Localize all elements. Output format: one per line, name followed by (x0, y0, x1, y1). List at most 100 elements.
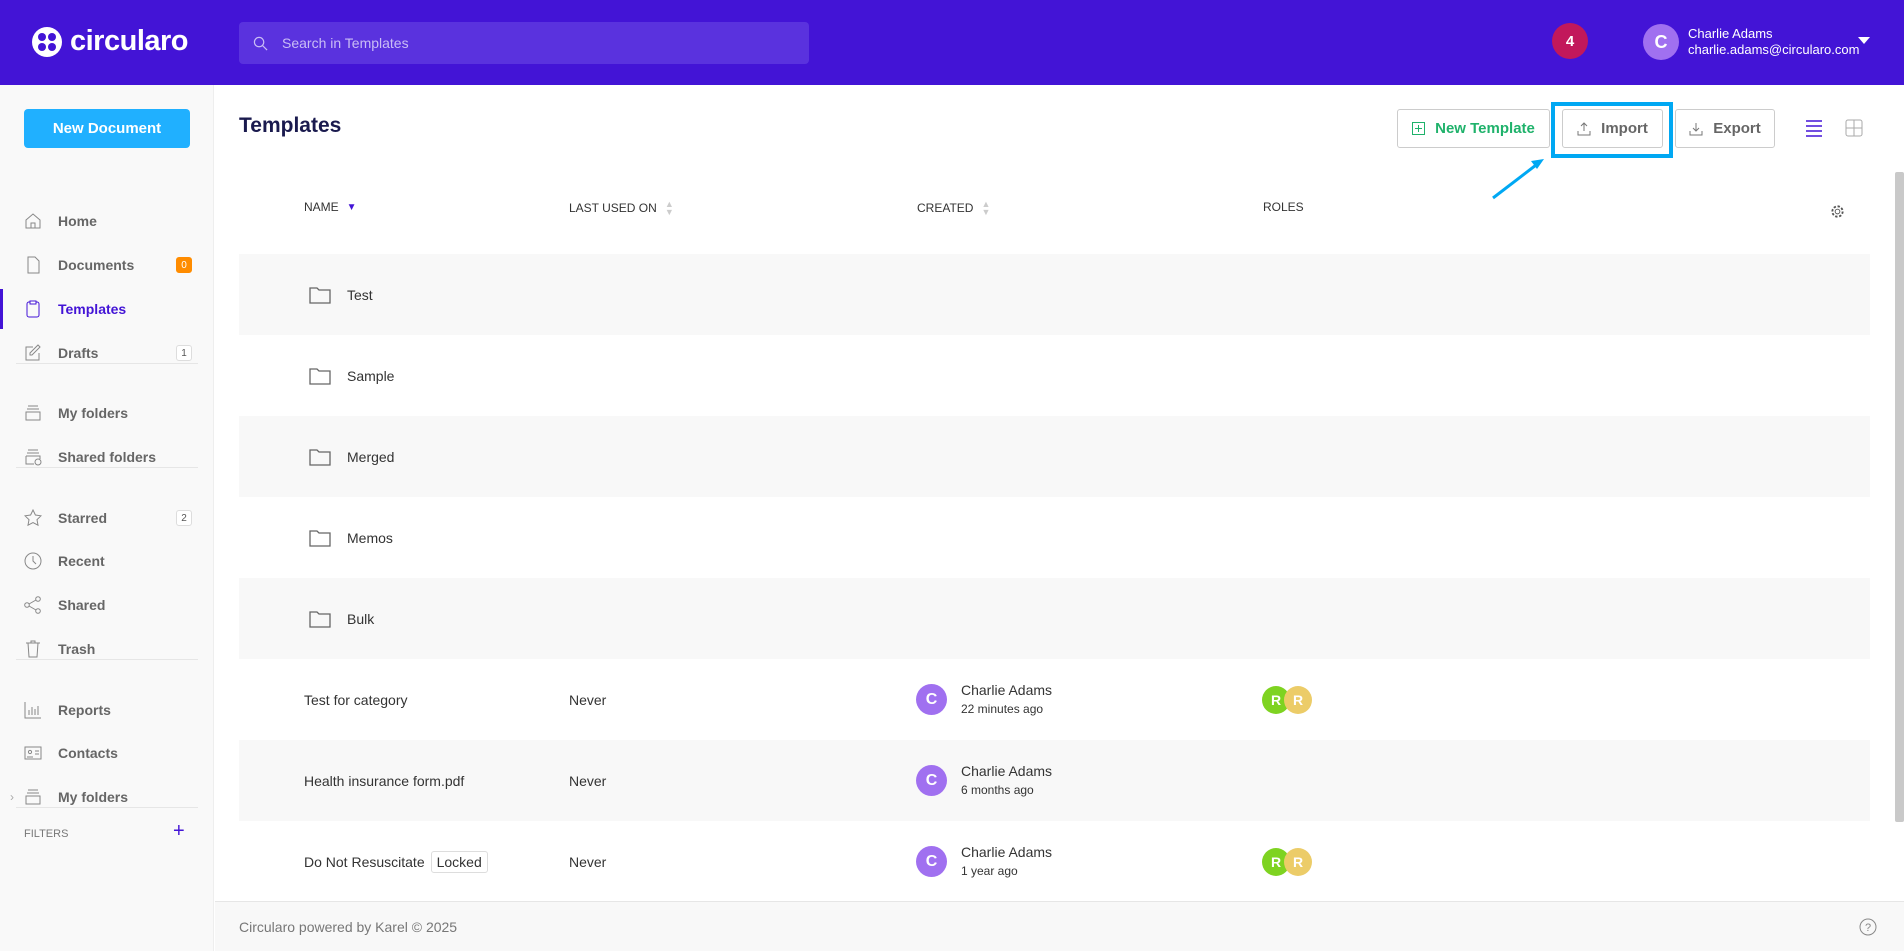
filters-label: FILTERS (24, 828, 69, 840)
sort-icon: ▲ ▼ (664, 199, 674, 217)
search-input[interactable] (282, 35, 762, 51)
column-name-label: NAME (304, 200, 339, 214)
add-filter-icon[interactable]: + (173, 820, 185, 842)
export-button[interactable]: Export (1675, 109, 1775, 148)
grid-view-icon[interactable] (1845, 119, 1863, 137)
folder-row[interactable]: Sample (239, 335, 1870, 416)
folder-icon (309, 610, 331, 628)
chart-icon (24, 702, 41, 719)
sidebar-item-documents[interactable]: Documents 0 (0, 245, 214, 285)
last-used: Never (569, 772, 607, 789)
last-used: Never (569, 691, 607, 708)
sidebar-item-shared-folders[interactable]: Shared folders (0, 437, 214, 477)
sidebar-item-shared[interactable]: Shared (0, 585, 214, 625)
sidebar-item-label: Documents (58, 257, 135, 273)
top-bar: circularo 4 C Charlie Adams charlie.adam… (0, 0, 1904, 85)
sidebar-item-label: Templates (58, 301, 127, 317)
new-template-label: New Template (1435, 120, 1535, 137)
search-bar[interactable] (239, 22, 809, 64)
folder-icon (309, 448, 331, 466)
sidebar-item-trash[interactable]: Trash (0, 629, 214, 669)
folders-icon (25, 789, 41, 805)
created-time: 22 minutes ago (961, 701, 1044, 716)
shared-folders-icon (25, 449, 42, 466)
sidebar-item-label: Contacts (58, 745, 118, 761)
import-highlight (1551, 102, 1673, 158)
column-created[interactable]: CREATED ▲ ▼ (917, 199, 991, 217)
folder-name: Memos (347, 529, 393, 546)
sidebar-item-drafts[interactable]: Drafts 1 (0, 333, 214, 373)
folder-row[interactable]: Test (239, 254, 1870, 335)
divider (16, 467, 198, 468)
template-row[interactable]: Health insurance form.pdf Never C Charlie… (239, 740, 1870, 821)
svg-text:?: ? (1865, 922, 1871, 934)
count-badge: 1 (176, 345, 192, 361)
created-time: 6 months ago (961, 782, 1034, 797)
list-view-icon[interactable] (1805, 119, 1823, 137)
user-menu[interactable]: Charlie Adams charlie.adams@circularo.co… (1688, 26, 1859, 58)
sidebar-item-my-folders[interactable]: My folders › (0, 777, 214, 817)
notifications-badge[interactable]: 4 (1552, 23, 1588, 59)
gear-icon[interactable] (1830, 204, 1845, 219)
sidebar-item-starred[interactable]: Starred 2 (0, 498, 214, 538)
clock-icon (24, 552, 42, 570)
sort-icon: ▲ ▼ (981, 199, 991, 217)
folder-name: Merged (347, 448, 395, 465)
template-row[interactable]: Do Not Resuscitate Locked Never C Charlie … (239, 821, 1870, 902)
folders-icon (25, 405, 41, 421)
sidebar-item-label: Starred (58, 510, 108, 526)
sidebar-item-contacts[interactable]: Contacts (0, 733, 214, 773)
scrollbar[interactable] (1895, 172, 1904, 822)
circularo-logo-icon (32, 26, 62, 57)
sidebar-item-label: My folders (58, 405, 129, 421)
template-name: Health insurance form.pdf (304, 772, 465, 789)
divider (16, 363, 198, 364)
user-name: Charlie Adams (1688, 26, 1773, 41)
count-badge: 2 (176, 510, 192, 526)
last-used: Never (569, 853, 607, 870)
column-roles-label: ROLES (1263, 200, 1304, 214)
user-avatar[interactable]: C (1643, 24, 1679, 60)
sidebar-item-home[interactable]: Home (0, 201, 214, 241)
sidebar-item-my-folders[interactable]: My folders (0, 393, 214, 433)
sidebar-item-reports[interactable]: Reports (0, 690, 214, 730)
trash-icon (26, 640, 40, 658)
sidebar-item-templates[interactable]: Templates (0, 289, 214, 329)
role-avatar: R (1284, 685, 1312, 714)
search-icon (253, 36, 268, 50)
divider (16, 659, 198, 660)
new-document-button[interactable]: New Document (24, 109, 190, 148)
count-badge: 0 (176, 257, 192, 273)
sidebar-item-label: Shared folders (58, 449, 157, 465)
logo[interactable]: circularo (32, 25, 189, 58)
new-template-button[interactable]: New Template (1397, 109, 1550, 148)
star-icon (24, 509, 42, 527)
edit-icon (25, 344, 41, 361)
sidebar-item-label: My folders (58, 789, 129, 805)
folder-name: Sample (347, 367, 395, 384)
role-avatar: R (1284, 847, 1312, 876)
column-name[interactable]: NAME ▼ (304, 200, 357, 214)
chevron-right-icon[interactable]: › (10, 790, 14, 804)
template-name: Test for category (304, 691, 408, 708)
template-row[interactable]: Test for category Never C Charlie Adams 22… (239, 659, 1870, 740)
export-label: Export (1713, 120, 1761, 137)
sidebar-item-recent[interactable]: Recent (0, 541, 214, 581)
sidebar-item-label: Shared (58, 597, 106, 613)
help-icon[interactable]: ? (1859, 918, 1877, 936)
creator-avatar: C (916, 684, 947, 715)
upload-icon (1577, 121, 1591, 135)
page-title: Templates (239, 114, 342, 137)
contact-card-icon (24, 746, 42, 760)
folder-row[interactable]: Bulk (239, 578, 1870, 659)
chevron-down-icon[interactable] (1858, 37, 1870, 44)
folder-row[interactable]: Memos (239, 497, 1870, 578)
folder-icon (309, 286, 331, 304)
folder-row[interactable]: Merged (239, 416, 1870, 497)
download-icon (1689, 122, 1703, 135)
import-button[interactable]: Import (1562, 109, 1663, 148)
column-last-used[interactable]: LAST USED ON ▲ ▼ (569, 199, 674, 217)
creator-avatar: C (916, 846, 947, 877)
home-icon (25, 213, 41, 229)
